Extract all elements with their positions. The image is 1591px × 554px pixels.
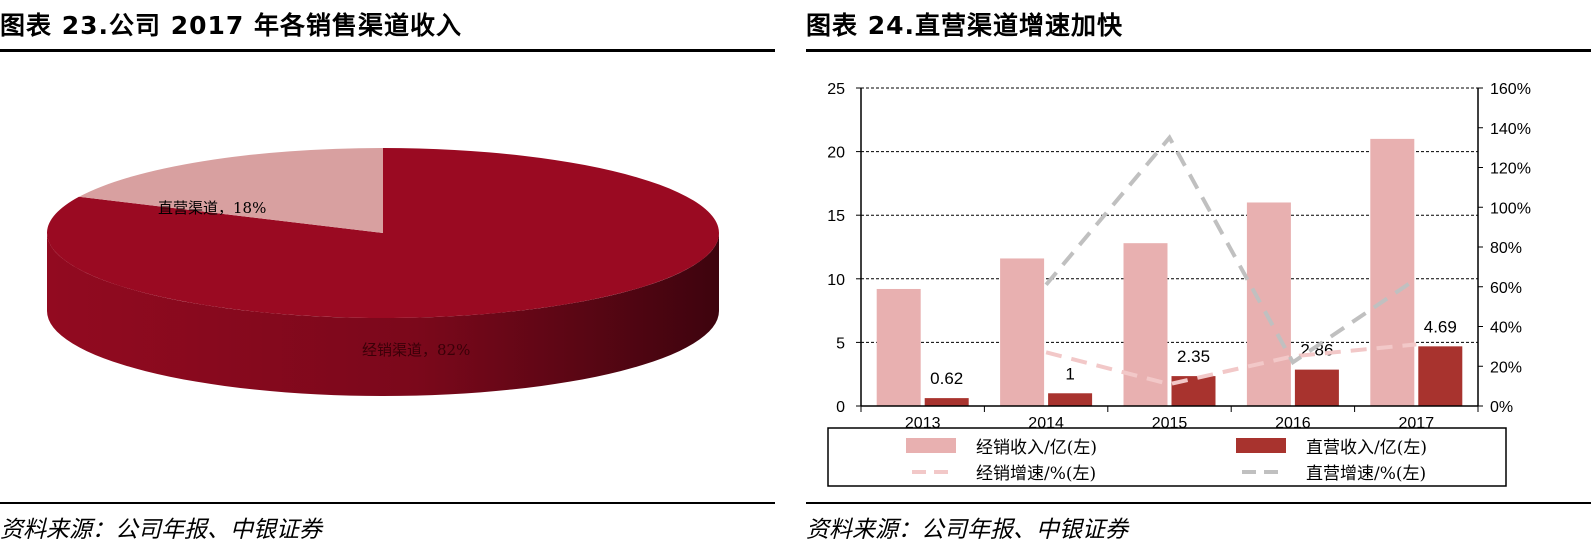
y-tick-label: 10 [827,272,845,289]
legend-swatch [906,438,956,453]
legend-box [827,427,1507,487]
legend-label: 经销增速/%(左) [976,464,1096,484]
left-figure-panel: 图表 23.公司 2017 年各销售渠道收入 直营渠道，18% 经销渠道，82% … [0,0,775,554]
bar-data-label: 1 [1065,364,1074,383]
legend-swatch [1236,438,1286,453]
y2-tick-label: 160% [1490,81,1531,98]
y2-tick-label: 40% [1490,320,1522,337]
y2-tick-label: 120% [1490,161,1531,178]
bar-distribution [1123,243,1168,406]
left-source-rule [0,502,775,504]
pie-label-direct: 直营渠道，18% [158,199,266,217]
y-tick-label: 20 [827,145,845,162]
pie-chart: 直营渠道，18% 经销渠道，82% [47,148,720,396]
y-tick-label: 15 [827,208,845,225]
right-figure-panel: 图表 24.直营渠道增速加快 0 5 10 15 20 25 0% 20% 40% 60% 80% 1… [806,0,1591,554]
bar-distribution [1000,258,1045,406]
y2-tick-label: 20% [1490,359,1522,376]
y2-tick-label: 80% [1490,240,1522,257]
right-title-rule [806,49,1591,52]
y2-tick-label: 140% [1490,121,1531,138]
y2-tick-label: 100% [1490,200,1531,217]
pie-side-wall [47,233,719,396]
y2-tick-label: 0% [1490,399,1513,416]
bar-data-label: 0.62 [930,369,963,388]
legend-label: 直营增速/%(左) [1306,464,1426,484]
line-direct-growth [1044,134,1418,366]
right-source-note: 资料来源：公司年报、中银证券 [806,517,1128,543]
right-source-rule [806,502,1591,504]
y2-tick-label: 60% [1490,280,1522,297]
left-figure-title: 图表 23.公司 2017 年各销售渠道收入 [0,11,462,40]
y-tick-label: 5 [836,335,845,352]
left-source-note: 资料来源：公司年报、中银证券 [0,517,322,543]
bar-data-label: 2.35 [1177,347,1210,366]
bar-direct [1294,369,1339,406]
pie-label-distribution: 经销渠道，82% [362,341,470,359]
legend-label: 直营收入/亿(左) [1306,438,1427,458]
line-distribution-growth [1045,342,1417,387]
y-tick-label: 0 [836,399,845,416]
bar-direct [924,398,969,406]
pie-slice-direct [78,148,383,233]
combo-bar-line-chart: 0 5 10 15 20 25 0% 20% 40% 60% 80% 100% 120% 140% 160%… [827,81,1531,487]
bar-data-label: 4.69 [1424,317,1457,336]
left-title-rule [0,49,775,52]
legend-label: 经销收入/亿(左) [976,438,1097,458]
right-figure-title: 图表 24.直营渠道增速加快 [806,11,1123,40]
bar-distribution [876,288,921,406]
bar-direct [1048,393,1093,406]
y-tick-label: 25 [827,81,845,98]
bar-distribution [1246,202,1291,406]
pie-slice-distribution [47,148,720,318]
bar-direct [1418,346,1463,406]
bar-distribution [1370,138,1415,406]
